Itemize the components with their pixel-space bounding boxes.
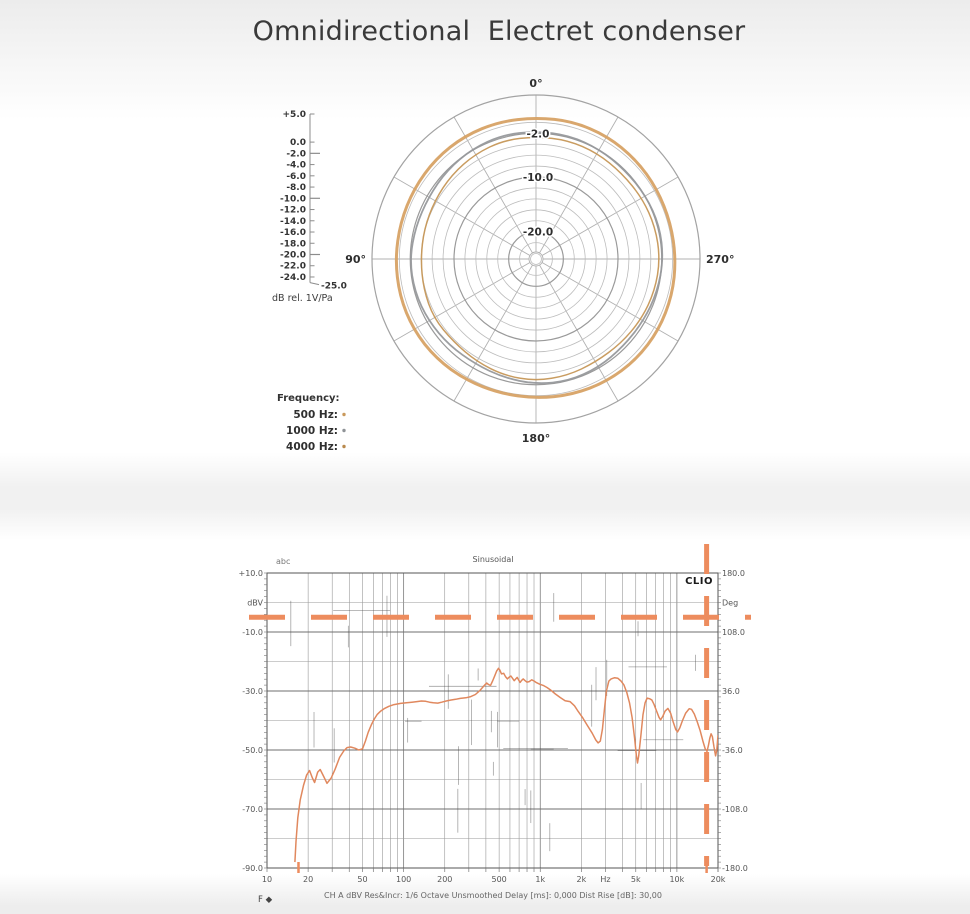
polar-db-scale: +5.00.0-2.0-4.0-6.0-8.0-10.0-12.0-14.0-1… xyxy=(272,110,347,304)
polar-angle-labels: 0° 90° 180° 270° -2.0 -10.0 -20.0 xyxy=(345,77,734,445)
polar-angle-label: 90° xyxy=(345,253,366,266)
x-axis-label: 10k xyxy=(669,875,684,884)
y-right-label: 36.0 xyxy=(722,687,740,696)
x-axis-label: Hz xyxy=(600,875,610,884)
x-axis-label: 20 xyxy=(303,875,313,884)
footer-left-label: F ◆ xyxy=(258,895,273,905)
y-right-label: 108.0 xyxy=(722,628,745,637)
y-right-label: -180.0 xyxy=(722,864,748,873)
scale-unit-label: dB rel. 1V/Pa xyxy=(272,293,333,304)
polar-ring xyxy=(530,253,542,265)
x-axis-label: 500 xyxy=(491,875,506,884)
y-left-label: -30.0 xyxy=(242,687,263,696)
polar-curves xyxy=(394,116,677,399)
chart-caption: CH A dBV Res&Incr: 1/6 Octave Unsmoothed… xyxy=(324,891,662,900)
polar-spoke xyxy=(453,116,533,254)
polar-curve-1000Hz xyxy=(410,131,664,385)
scale-tick-label: -4.0 xyxy=(286,161,306,171)
scale-tick-label: -22.0 xyxy=(280,262,306,272)
scale-tick-label: -12.0 xyxy=(280,206,306,216)
x-axis-label: 50 xyxy=(357,875,367,884)
polar-ring xyxy=(497,220,575,298)
polar-spoke xyxy=(393,262,531,342)
scale-tick xyxy=(309,282,320,286)
polar-pattern-chart: 0°90°180°270°-2.0-10.0-20.0+5.00.0-2.0-4… xyxy=(272,77,734,453)
legend-item-label: 4000 Hz: xyxy=(286,441,338,453)
legend-item-marker xyxy=(342,428,346,433)
scale-tick-label: -14.0 xyxy=(280,217,306,227)
polar-ring xyxy=(486,209,586,309)
polar-center-circle xyxy=(528,251,544,267)
legend-item-marker xyxy=(342,412,346,417)
y-left-label: -90.0 xyxy=(242,864,263,873)
y-left-unit: dBV xyxy=(247,599,263,608)
axis-ticks xyxy=(264,572,721,872)
noise-marks xyxy=(290,593,696,852)
scale-tick-label: -18.0 xyxy=(280,239,306,249)
y-right-label: -108.0 xyxy=(722,805,748,814)
polar-spoke xyxy=(541,262,679,342)
legend-item-marker xyxy=(342,444,346,449)
scale-tick-label: -24.0 xyxy=(280,273,306,283)
scale-tick-label: -8.0 xyxy=(286,183,306,193)
legend-title: Frequency: xyxy=(277,393,340,404)
y-left-label: +10.0 xyxy=(238,569,263,578)
polar-ring xyxy=(508,231,564,287)
polar-ring xyxy=(464,187,608,331)
y-right-label: -36.0 xyxy=(722,746,743,755)
scale-tick-label: -16.0 xyxy=(280,228,306,238)
polar-ring xyxy=(398,121,674,397)
polar-curve-4000Hz xyxy=(420,136,660,381)
polar-ring-label: -20.0 xyxy=(523,227,553,239)
polar-ring xyxy=(442,165,630,353)
x-axis-label: 2k xyxy=(577,875,587,884)
polar-ring xyxy=(475,198,597,320)
scale-tick-label: -20.0 xyxy=(280,251,306,261)
legend-item-label: 1000 Hz: xyxy=(286,425,338,437)
polar-ring-label: -2.0 xyxy=(527,128,550,140)
polar-ring-label: -10.0 xyxy=(523,172,553,184)
chart-title: Sinusoidal xyxy=(473,555,514,564)
scale-tick-label: -10.0 xyxy=(280,194,306,204)
polar-spoke xyxy=(393,176,531,256)
polar-ring xyxy=(519,242,553,276)
scale-tick-label: -2.0 xyxy=(286,149,306,159)
x-axis-label: 1k xyxy=(535,875,545,884)
polar-angle-label: 0° xyxy=(529,77,542,90)
x-axis-label: 20k xyxy=(711,875,726,884)
scale-tick-label: 0.0 xyxy=(290,138,306,148)
response-curve xyxy=(294,667,718,863)
polar-spoke xyxy=(539,264,619,402)
response-markers xyxy=(249,544,751,873)
polar-legend: Frequency: 500 Hz: 1000 Hz: 4000 Hz: xyxy=(277,393,346,453)
x-axis-label: 100 xyxy=(396,875,411,884)
x-axis-label: 200 xyxy=(437,875,452,884)
page-title: Omnidirectional Electret condenser xyxy=(252,16,746,47)
y-left-label: -10.0 xyxy=(242,628,263,637)
polar-angle-label: 180° xyxy=(522,432,550,445)
top-left-label: abc xyxy=(276,557,290,566)
polar-ring xyxy=(431,154,641,364)
x-axis-label: 10 xyxy=(262,875,272,884)
polar-spoke xyxy=(539,116,619,254)
y-right-label: 180.0 xyxy=(722,569,745,578)
response-axis-labels: abc Sinusoidal CLIO +10.0 -10.0 -30.0 -50.0 -70… xyxy=(238,555,747,905)
polar-ring xyxy=(453,176,619,342)
polar-outer-ring xyxy=(371,94,701,424)
y-left-label: -50.0 xyxy=(242,746,263,755)
frequency-response-chart: abc Sinusoidal CLIO +10.0 -10.0 -30.0 -50.0 -70… xyxy=(238,544,751,905)
scale-tick-label: -25.0 xyxy=(321,282,347,292)
clio-logo: CLIO xyxy=(685,576,713,587)
polar-angle-label: 270° xyxy=(706,253,734,266)
y-left-label: -70.0 xyxy=(242,805,263,814)
scale-tick-label: -6.0 xyxy=(286,172,306,182)
legend-item-label: 500 Hz: xyxy=(293,409,338,421)
y-right-unit: Deg xyxy=(722,599,738,608)
scale-tick-label: +5.0 xyxy=(283,110,306,120)
x-axis-label: 5k xyxy=(631,875,641,884)
polar-curve-500Hz xyxy=(394,116,677,399)
